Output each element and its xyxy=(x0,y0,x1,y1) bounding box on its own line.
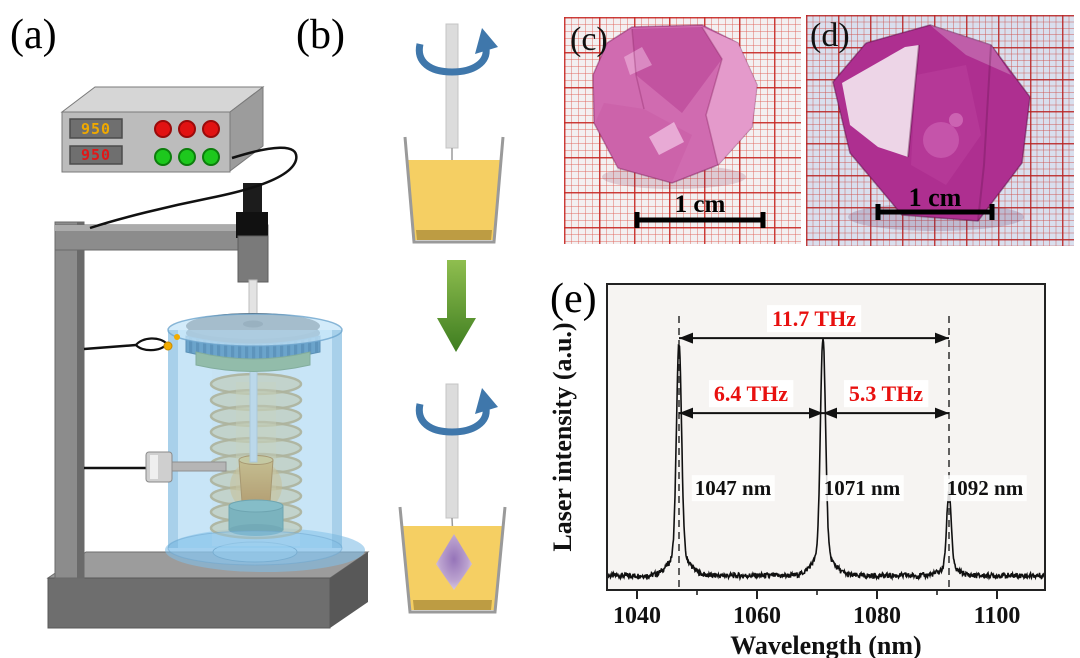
panel-label-e: (e) xyxy=(550,276,597,322)
process-arrow-down xyxy=(437,260,476,352)
peak-label-bg xyxy=(943,475,1027,502)
panel-label-b: (b) xyxy=(296,12,345,58)
temperature-controller: 950 950 xyxy=(60,85,265,173)
display-lower-value: 950 xyxy=(81,146,111,164)
flux-melt xyxy=(407,160,501,240)
crystal-d-drawing xyxy=(832,24,1031,231)
display-upper xyxy=(69,118,123,139)
thz-label: 6.4 THz xyxy=(714,381,788,406)
flux-crucible xyxy=(398,506,507,614)
plot-frame xyxy=(606,283,1046,591)
spectrum-chart-panel: 1040 1060 1080 1100 Wavelength (nm) Laser int… xyxy=(545,272,1080,658)
peak-label-bg xyxy=(691,475,775,502)
indicator-lamps-green xyxy=(154,148,220,166)
thz-label-bg xyxy=(708,380,794,408)
clear-facet xyxy=(842,45,919,157)
panel-label-c: (c) xyxy=(570,21,608,58)
thz-label: 11.7 THz xyxy=(772,306,856,331)
peak-wavelength-label: 1047 nm xyxy=(695,476,772,500)
controller-cable xyxy=(89,146,298,230)
scale-bar xyxy=(875,204,995,220)
pedestal xyxy=(228,499,284,536)
apparatus-and-growth-schematic: 950 950 xyxy=(46,23,507,629)
crystal-c-drawing xyxy=(592,24,766,228)
x-tick-label: 1060 xyxy=(733,603,781,629)
scale-bar-label: 1 cm xyxy=(674,191,726,218)
panel-label-d: (d) xyxy=(810,17,850,54)
thz-label: 5.3 THz xyxy=(849,381,923,406)
spectrum-plot: 1040 1060 1080 1100 Wavelength (nm) Laser int… xyxy=(548,283,1046,658)
glass-cylinder xyxy=(167,313,343,566)
x-axis-title: Wavelength (nm) xyxy=(730,631,921,658)
peak-label-bg xyxy=(820,475,904,502)
display-upper-value: 950 xyxy=(81,120,111,138)
x-tick-label: 1100 xyxy=(974,603,1021,629)
thermocouple-probe xyxy=(83,334,180,352)
seed-rod xyxy=(445,23,459,149)
stand-post-and-arm xyxy=(54,221,269,579)
furnace-interior xyxy=(165,333,365,572)
photo-crystal-d: (d) 1 cm xyxy=(806,15,1074,246)
side-probe xyxy=(84,451,227,483)
green-ring xyxy=(195,351,311,372)
seed-rod xyxy=(445,383,459,519)
scale-bar xyxy=(634,212,766,228)
scale-bar-label: 1 cm xyxy=(908,183,962,212)
indicator-lamps-red xyxy=(154,120,220,138)
peak-wavelength-label: 1071 nm xyxy=(824,476,901,500)
panel-label-a: (a) xyxy=(10,12,57,58)
pulling-motor xyxy=(236,183,269,335)
flux-crucible xyxy=(403,136,505,244)
growth-step-1 xyxy=(403,23,505,244)
x-tick-label: 1040 xyxy=(613,603,661,629)
spectrum-trace xyxy=(606,338,1046,582)
thz-label-bg xyxy=(767,305,862,333)
peak-wavelength-label: 1092 nm xyxy=(947,476,1024,500)
photo-crystal-c: (c) 1 cm xyxy=(564,17,801,244)
y-axis-title: Laser intensity (a.u.) xyxy=(548,322,577,551)
display-lower xyxy=(69,145,123,165)
thz-label-bg xyxy=(843,380,929,408)
growing-crystal xyxy=(436,534,472,590)
thermocouple-tip xyxy=(163,341,173,351)
growth-step-2 xyxy=(398,383,507,614)
x-tick-label: 1080 xyxy=(853,603,901,629)
